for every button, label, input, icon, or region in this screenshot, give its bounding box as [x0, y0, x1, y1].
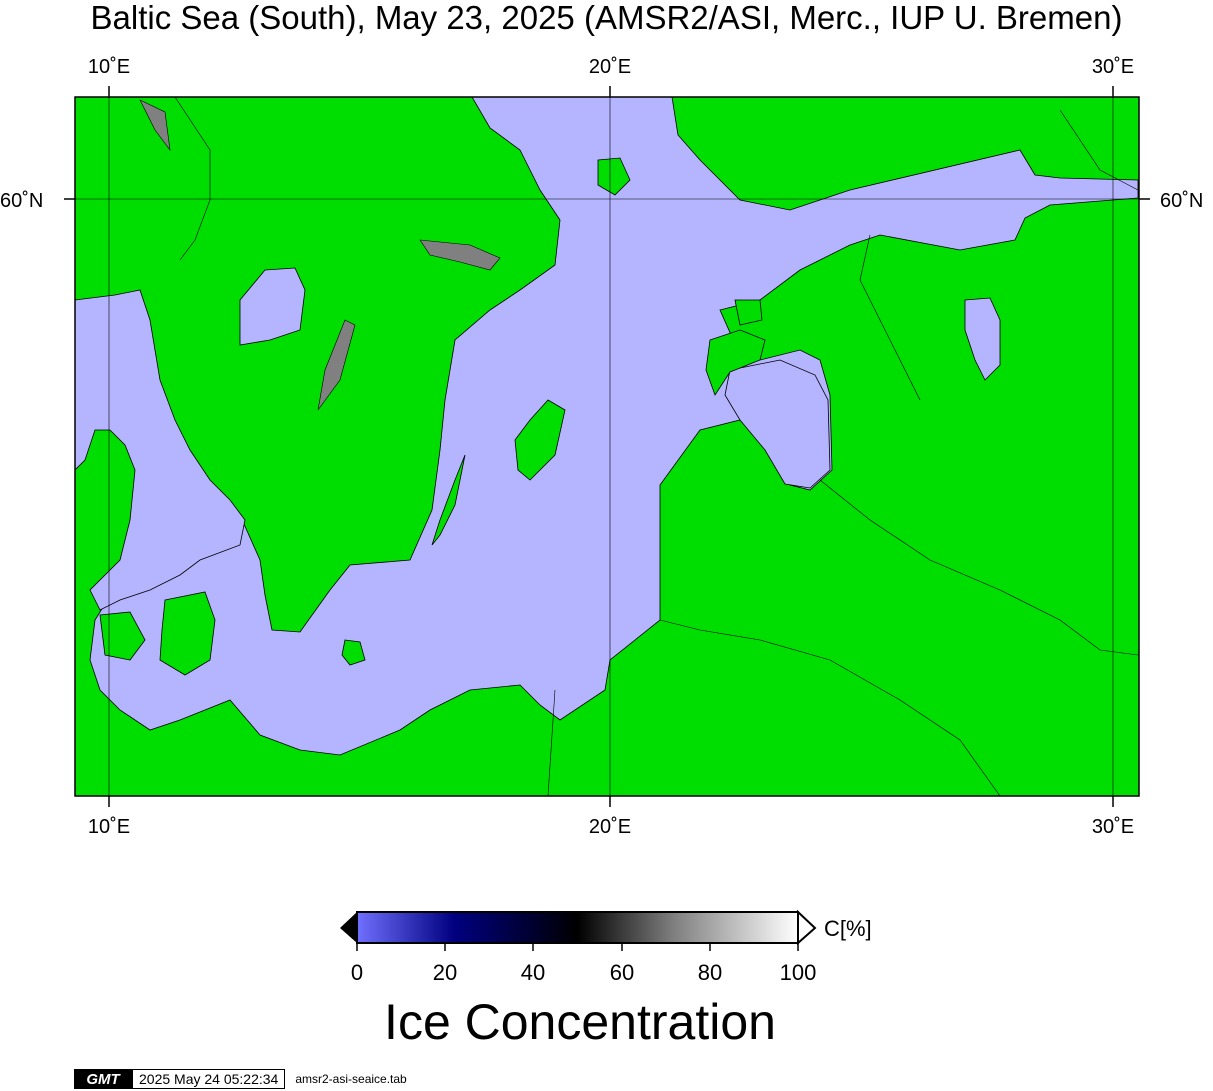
lon-label-10e-bottom: 10˚E: [87, 816, 131, 838]
colorbar-tick-label: 40: [520, 960, 546, 985]
colorbar: [340, 909, 817, 951]
oland-island: [431, 454, 466, 546]
gulf-of-riga-water: [724, 359, 831, 489]
script-name: amsr2-asi-seaice.tab: [295, 1072, 407, 1086]
country-border: [819, 479, 1139, 656]
country-border: [659, 619, 1001, 796]
baltic-proper-water: [89, 97, 1139, 756]
colorbar-tick-label: 0: [350, 960, 364, 985]
colorbar-gradient: [356, 911, 799, 944]
timestamp: 2025 May 24 05:22:34: [132, 1069, 286, 1089]
lon-label-30e-bottom: 30˚E: [1091, 816, 1135, 838]
lake-feature: [317, 319, 356, 411]
hiiumaa-island: [734, 299, 763, 326]
gmt-logo: GMT: [74, 1069, 132, 1089]
saaremaa-island: [705, 329, 766, 396]
country-border: [859, 234, 921, 401]
lon-label-20e-top: 20˚E: [588, 56, 632, 78]
gotland-island: [514, 399, 566, 481]
colorbar-tick-label: 80: [697, 960, 723, 985]
map-frame: [74, 96, 1140, 797]
kattegat-water: [75, 289, 246, 611]
colorbar-high-triangle: [797, 909, 817, 946]
lake-peipus-water: [964, 297, 1001, 381]
colorbar-tick-label: 20: [432, 960, 458, 985]
footer: GMT 2025 May 24 05:22:34 amsr2-asi-seaic…: [74, 1068, 407, 1090]
lat-label-60n-left: 60˚N: [0, 190, 44, 212]
lon-label-30e-top: 30˚E: [1091, 56, 1135, 78]
country-border: [547, 689, 556, 796]
bornholm-island: [341, 639, 366, 666]
country-border: [1059, 109, 1139, 191]
country-border: [174, 97, 211, 261]
frame-ticks: [64, 86, 1150, 807]
funen-island: [99, 611, 146, 661]
lake-vanern-water: [239, 267, 306, 346]
zealand-island: [159, 591, 216, 676]
lake-feature: [139, 99, 171, 152]
colorbar-tick-label: 60: [609, 960, 635, 985]
colorbar-title: Ice Concentration: [384, 994, 776, 1050]
aland-island: [597, 157, 631, 196]
map-title: Baltic Sea (South), May 23, 2025 (AMSR2/…: [90, 0, 1123, 36]
colorbar-low-triangle: [340, 912, 357, 943]
graticule: [75, 97, 1139, 796]
colorbar-tick-label: 100: [779, 960, 817, 985]
lat-label-60n-right: 60˚N: [1160, 190, 1204, 212]
lake-feature: [419, 239, 501, 271]
lon-label-10e-top: 10˚E: [87, 56, 131, 78]
colorbar-unit: C[%]: [824, 916, 872, 941]
lon-label-20e-bottom: 20˚E: [588, 816, 632, 838]
